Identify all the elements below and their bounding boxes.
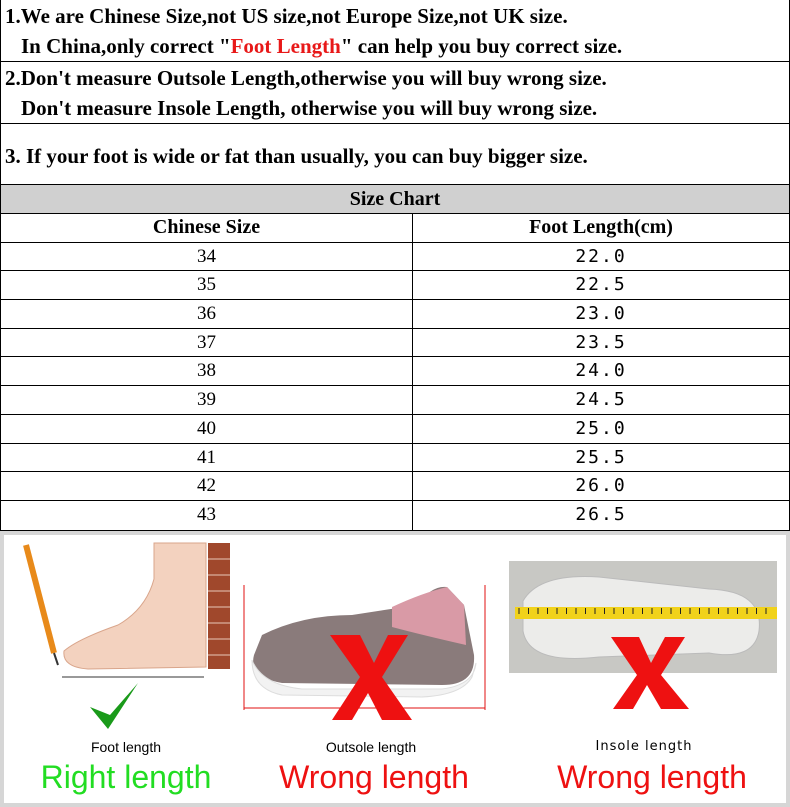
table-row: 37 23.5 <box>1 328 789 358</box>
table-row: 34 22.0 <box>1 242 789 272</box>
foot-length-cell: 24.5 <box>575 389 627 411</box>
foot-length-cell: 24.0 <box>575 360 627 382</box>
chinese-size-cell: 37 <box>1 328 413 357</box>
foot-length-cell: 26.5 <box>575 503 627 525</box>
table-row: 39 24.5 <box>1 386 789 415</box>
note-1-line-1: 1.We are Chinese Size,not US size,not Eu… <box>5 4 568 28</box>
note-3-text: 3. If your foot is wide or fat than usua… <box>5 144 588 168</box>
table-row: 40 25.0 <box>1 414 789 444</box>
table-header-row: Chinese Size Foot Length(cm) <box>1 214 789 243</box>
note-1: 1.We are Chinese Size,not US size,not Eu… <box>0 0 790 62</box>
foot-length-cell: 23.0 <box>575 303 627 325</box>
chinese-size-cell: 40 <box>1 414 413 443</box>
header-foot-length: Foot Length(cm) <box>529 216 673 238</box>
foot-length-cell: 26.0 <box>575 475 627 497</box>
chinese-size-cell: 38 <box>1 357 413 386</box>
insole-illustration <box>509 561 777 709</box>
foot-length-cell: 25.0 <box>575 417 627 439</box>
chinese-size-cell: 36 <box>1 300 413 328</box>
note-2: 2.Don't measure Outsole Length,otherwise… <box>0 62 790 124</box>
note-text: " can help you buy correct size. <box>340 34 623 58</box>
table-row: 41 25.5 <box>1 443 789 473</box>
note-2-line-1: 2.Don't measure Outsole Length,otherwise… <box>5 66 607 90</box>
note-2-line-2: Don't measure Insole Length, otherwise y… <box>21 96 598 120</box>
right-length-verdict: Right length <box>40 759 212 795</box>
note-3: 3. If your foot is wide or fat than usua… <box>0 124 790 185</box>
foot-length-cell: 22.0 <box>575 245 627 267</box>
foot-length-highlight: Foot Length <box>230 34 341 58</box>
foot-length-cell: 25.5 <box>575 446 627 468</box>
x-mark-icon <box>330 635 412 720</box>
chinese-size-cell: 35 <box>1 271 413 300</box>
header-chinese-size: Chinese Size <box>1 214 413 242</box>
outsole-length-label: Outsole length <box>325 739 417 755</box>
chinese-size-cell: 41 <box>1 443 413 472</box>
table-row: 43 26.5 <box>1 500 789 530</box>
measurement-guide: Foot length Right length Outsole length … <box>0 531 790 807</box>
chinese-size-cell: 43 <box>1 500 413 530</box>
outsole-shoe-illustration <box>243 585 486 720</box>
note-text: In China,only correct " <box>21 34 231 58</box>
chinese-size-cell: 34 <box>1 242 413 271</box>
table-row: 38 24.0 <box>1 357 789 387</box>
foot-measure-illustration <box>23 542 230 678</box>
insole-wrong-verdict: Wrong length <box>557 759 747 795</box>
foot-length-cell: 23.5 <box>575 331 627 353</box>
insole-length-label: Insole length <box>595 739 693 754</box>
x-mark-icon <box>611 637 689 709</box>
foot-length-label: Foot length <box>90 739 162 755</box>
size-chart-table: Size Chart Chinese Size Foot Length(cm) … <box>0 185 790 531</box>
chinese-size-cell: 42 <box>1 472 413 500</box>
checkmark-icon <box>90 683 138 729</box>
table-row: 36 23.0 <box>1 300 789 329</box>
table-row: 42 26.0 <box>1 472 789 501</box>
table-row: 35 22.5 <box>1 271 789 301</box>
chinese-size-cell: 39 <box>1 386 413 414</box>
tape-measure <box>515 607 777 619</box>
outsole-wrong-verdict: Wrong length <box>279 759 469 795</box>
size-chart-title: Size Chart <box>1 185 789 214</box>
foot-length-cell: 22.5 <box>575 274 627 296</box>
note-1-line-2: In China,only correct "Foot Length" can … <box>5 31 789 61</box>
